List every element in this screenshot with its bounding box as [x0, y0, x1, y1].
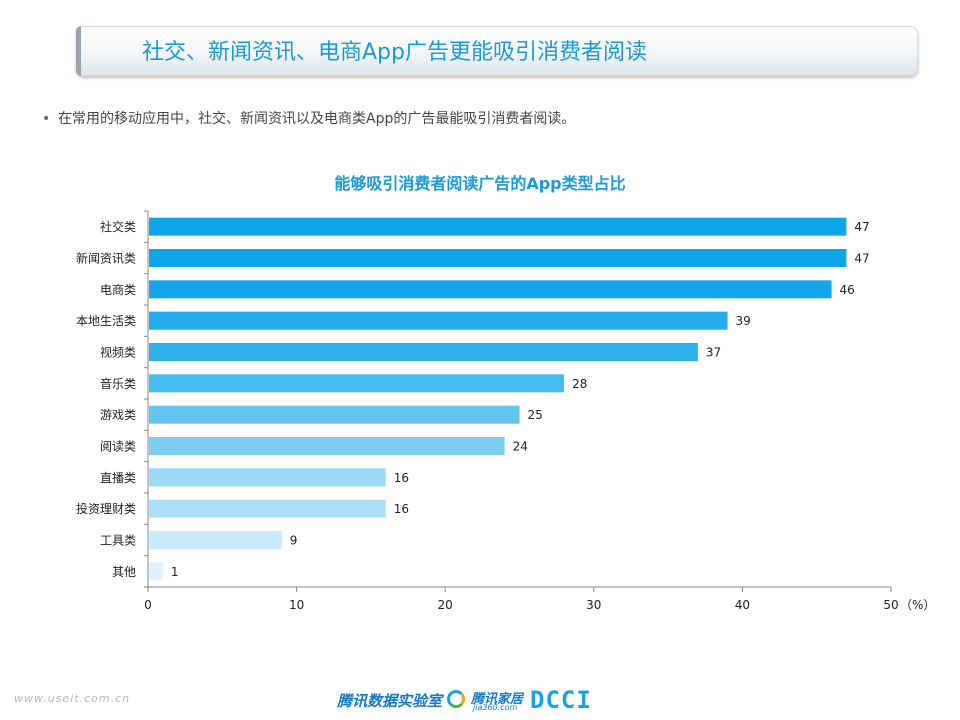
- category-label: 新闻资讯类: [76, 251, 136, 266]
- bar: [149, 468, 386, 487]
- category-label: 游戏类: [100, 408, 136, 422]
- bullet-text: 在常用的移动应用中，社交、新闻资讯以及电商类App的广告最能吸引消费者阅读。: [58, 111, 576, 127]
- bullet-point: • 在常用的移动应用中，社交、新闻资讯以及电商类App的广告最能吸引消费者阅读。: [42, 108, 575, 128]
- chart-title: 能够吸引消费者阅读广告的App类型占比: [334, 174, 626, 193]
- data-label: 16: [394, 502, 409, 516]
- x-tick-label: 0: [144, 598, 152, 612]
- category-label: 视频类: [100, 345, 136, 360]
- partner-logo: 腾讯家居 jia360.com: [447, 686, 527, 714]
- bar: [149, 217, 847, 236]
- bar: [149, 343, 698, 361]
- category-label: 其他: [112, 565, 136, 579]
- x-tick-label: 50: [883, 598, 898, 612]
- category-label: 本地生活类: [76, 314, 136, 328]
- bar: [149, 531, 282, 549]
- data-label: 37: [706, 346, 721, 360]
- data-label: 47: [854, 252, 869, 266]
- dcci-logo: DCCI: [530, 686, 592, 714]
- data-label: 1: [171, 565, 179, 579]
- page-title: 社交、新闻资讯、电商App广告更能吸引消费者阅读: [142, 40, 647, 65]
- category-label: 投资理财类: [76, 501, 136, 516]
- bullet-icon: •: [42, 111, 51, 127]
- category-label: 电商类: [100, 282, 136, 297]
- data-label: 25: [528, 408, 543, 422]
- data-label: 16: [394, 471, 409, 485]
- bar: [149, 374, 565, 393]
- bar: [149, 311, 728, 330]
- partner-logo-name: 腾讯家居: [471, 692, 524, 707]
- data-label: 46: [840, 283, 855, 297]
- title-accent-strip: [76, 26, 81, 76]
- bar: [149, 405, 520, 424]
- data-label: 28: [572, 377, 587, 391]
- x-tick-label: 30: [586, 598, 601, 612]
- category-label: 音乐类: [100, 376, 136, 391]
- brand-logo-text: 腾讯数据实验室: [337, 692, 443, 710]
- partner-logo-sub: jia360.com: [473, 703, 518, 712]
- bar: [149, 562, 163, 581]
- ring-logo-icon: [447, 690, 465, 708]
- bar: [149, 249, 847, 267]
- title-banner: [76, 26, 918, 76]
- x-tick-label: 10: [289, 598, 304, 612]
- data-label: 24: [513, 440, 528, 454]
- x-tick-label: 40: [735, 598, 750, 612]
- category-label: 工具类: [100, 534, 136, 548]
- bar: [149, 499, 386, 518]
- watermark-url: www.useit.com.cn: [14, 692, 131, 705]
- data-label: 47: [854, 220, 869, 234]
- data-label: 39: [736, 314, 751, 328]
- bar: [149, 280, 832, 299]
- category-label: 直播类: [100, 471, 136, 485]
- x-axis-unit: （%）: [900, 598, 935, 612]
- x-tick-label: 20: [438, 598, 453, 612]
- bar: [149, 437, 505, 455]
- category-label: 社交类: [100, 219, 136, 234]
- data-label: 9: [290, 534, 298, 548]
- category-label: 阅读类: [100, 440, 136, 454]
